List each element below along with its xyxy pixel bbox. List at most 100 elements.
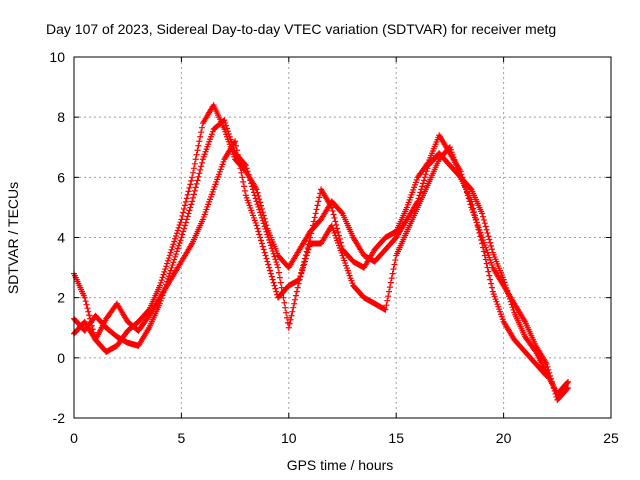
data-point bbox=[241, 161, 248, 168]
data-point bbox=[262, 252, 269, 259]
data-point bbox=[83, 301, 90, 308]
data-point bbox=[267, 239, 274, 246]
data-point bbox=[224, 125, 231, 132]
data-point bbox=[178, 216, 185, 223]
data-point bbox=[564, 379, 571, 386]
data-point bbox=[250, 186, 256, 193]
data-point bbox=[263, 255, 270, 262]
data-point bbox=[543, 372, 550, 379]
data-point bbox=[223, 122, 230, 129]
data-point bbox=[171, 238, 178, 245]
data-point bbox=[188, 201, 195, 208]
data-point bbox=[238, 169, 245, 176]
data-point bbox=[237, 165, 244, 172]
data-point bbox=[162, 266, 169, 273]
data-point bbox=[286, 320, 293, 327]
data-point bbox=[190, 191, 197, 198]
data-point bbox=[483, 226, 490, 233]
data-point bbox=[85, 308, 92, 315]
data-point bbox=[284, 314, 291, 321]
data-point bbox=[275, 269, 282, 276]
data-points bbox=[71, 102, 572, 403]
data-point bbox=[542, 371, 549, 378]
x-tick-label: 15 bbox=[388, 430, 404, 446]
data-point bbox=[181, 202, 188, 209]
data-point bbox=[177, 237, 184, 244]
data-point bbox=[241, 187, 248, 194]
data-point bbox=[185, 210, 192, 217]
data-point bbox=[486, 236, 493, 243]
data-point bbox=[178, 234, 185, 241]
data-point bbox=[181, 205, 188, 212]
data-point bbox=[156, 282, 163, 289]
data-point bbox=[190, 194, 197, 201]
data-point bbox=[267, 267, 274, 274]
data-point bbox=[473, 219, 480, 226]
data-point bbox=[271, 253, 278, 260]
data-point bbox=[183, 195, 190, 202]
data-point bbox=[197, 166, 204, 173]
data-point bbox=[543, 360, 550, 367]
data-point bbox=[198, 159, 205, 166]
data-point bbox=[335, 228, 342, 235]
data-point bbox=[266, 264, 273, 271]
data-point bbox=[258, 212, 265, 219]
data-point bbox=[270, 279, 277, 286]
data-point bbox=[176, 221, 183, 228]
data-point bbox=[270, 250, 277, 257]
data-point bbox=[167, 267, 174, 274]
data-point bbox=[482, 223, 489, 230]
data-point bbox=[488, 243, 495, 250]
data-point bbox=[544, 363, 551, 370]
data-point bbox=[474, 222, 481, 229]
data-point bbox=[196, 170, 203, 177]
data-point bbox=[191, 187, 198, 194]
data-point bbox=[269, 276, 276, 283]
data-point bbox=[169, 262, 176, 269]
data-point bbox=[255, 228, 262, 235]
data-point bbox=[288, 312, 295, 319]
data-point bbox=[550, 384, 557, 391]
data-point bbox=[190, 165, 197, 172]
data-point bbox=[384, 297, 391, 304]
data-point bbox=[548, 378, 555, 385]
data-point bbox=[419, 183, 426, 190]
data-point bbox=[168, 246, 175, 253]
data-point bbox=[239, 174, 246, 181]
data-point bbox=[221, 117, 228, 124]
data-point bbox=[312, 210, 319, 217]
data-point bbox=[309, 226, 316, 233]
data-point bbox=[548, 375, 555, 382]
data-point bbox=[190, 169, 197, 176]
data-point bbox=[170, 259, 177, 266]
data-point bbox=[244, 168, 251, 175]
data-point bbox=[299, 267, 306, 274]
data-point bbox=[193, 180, 200, 187]
data-point bbox=[253, 198, 260, 205]
data-point bbox=[236, 160, 243, 167]
data-point bbox=[479, 240, 486, 247]
data-point bbox=[245, 171, 252, 178]
data-point bbox=[173, 230, 180, 237]
data-point bbox=[170, 241, 177, 248]
data-point bbox=[160, 271, 167, 278]
data-point bbox=[549, 381, 556, 388]
data-point bbox=[316, 194, 323, 201]
y-tick-label: 8 bbox=[57, 109, 65, 125]
data-point bbox=[330, 211, 337, 218]
data-point bbox=[246, 174, 253, 181]
data-point bbox=[484, 229, 491, 236]
data-point bbox=[243, 165, 250, 172]
data-point bbox=[392, 257, 399, 264]
data-point bbox=[487, 276, 494, 283]
data-point bbox=[301, 258, 308, 265]
data-point bbox=[232, 142, 239, 149]
data-point bbox=[86, 312, 93, 319]
data-point bbox=[278, 284, 285, 291]
data-point bbox=[305, 246, 312, 253]
data-point bbox=[173, 248, 180, 255]
data-point bbox=[277, 279, 284, 286]
data-point bbox=[258, 202, 265, 209]
data-point bbox=[260, 246, 267, 253]
data-point bbox=[268, 245, 275, 252]
